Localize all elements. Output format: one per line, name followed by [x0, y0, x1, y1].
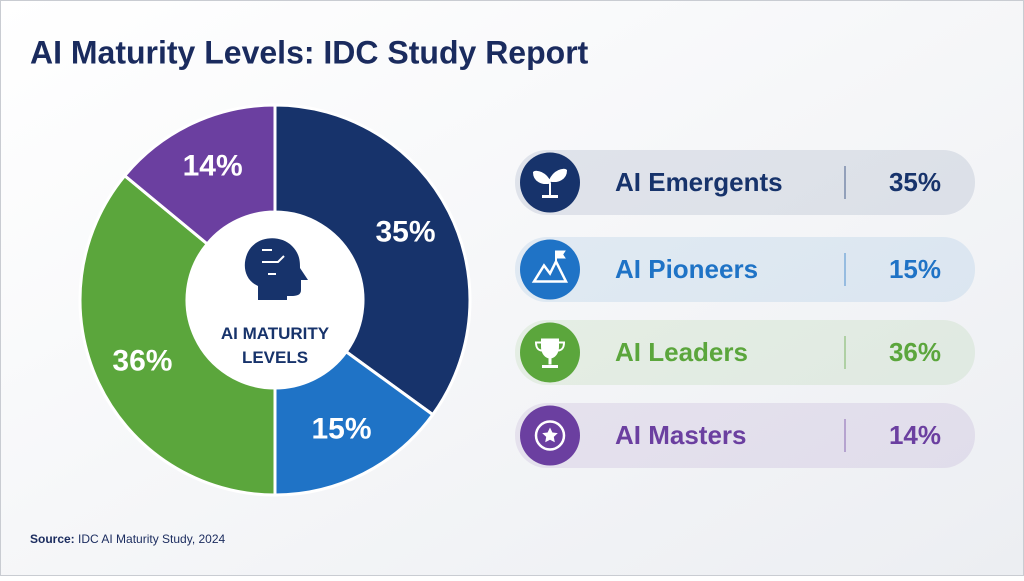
center-label-box: AI MATURITY LEVELS — [220, 324, 330, 367]
legend-icon — [531, 250, 569, 283]
legend-icon — [532, 168, 568, 198]
legend-label: AI Pioneers — [615, 254, 758, 284]
legend: AI Emergents 35% AI Pioneers 15% AI Leaders 3… — [515, 150, 975, 468]
legend-icon — [534, 338, 566, 368]
legend-row: AI Masters 14% — [515, 403, 975, 468]
legend-value: 35% — [889, 167, 941, 197]
title: AI Maturity Levels: IDC Study Report — [30, 34, 589, 70]
legend-row-bg — [515, 237, 975, 302]
legend-icon-bg — [520, 239, 580, 300]
source-text: IDC AI Maturity Study, 2024 — [78, 532, 226, 546]
legend-row: AI Emergents 35% — [515, 150, 975, 215]
legend-label: AI Leaders — [615, 337, 748, 367]
segment-label: 36% — [112, 344, 172, 377]
segment-label: 15% — [311, 412, 371, 445]
legend-row: AI Pioneers 15% — [515, 237, 975, 302]
legend-icon — [534, 420, 566, 451]
legend-label: AI Emergents — [615, 167, 783, 197]
legend-row: AI Leaders 36% — [515, 320, 975, 385]
legend-label: AI Masters — [615, 420, 747, 450]
source: Source: IDC AI Maturity Study, 2024 — [30, 532, 226, 546]
head-icon — [244, 238, 308, 300]
legend-value: 14% — [889, 420, 941, 450]
donut: 35% 15% 36% 14% — [78, 103, 472, 497]
legend-value: 15% — [889, 254, 941, 284]
legend-row-bg — [515, 320, 975, 385]
source-label: Source: — [30, 532, 75, 546]
center-label: AI MATURITY LEVELS — [220, 324, 330, 367]
legend-row-bg — [515, 150, 975, 215]
segment-label: 35% — [376, 215, 436, 248]
legend-value: 36% — [889, 337, 941, 367]
segment-label: 14% — [183, 149, 243, 182]
legend-row-bg — [515, 403, 975, 468]
